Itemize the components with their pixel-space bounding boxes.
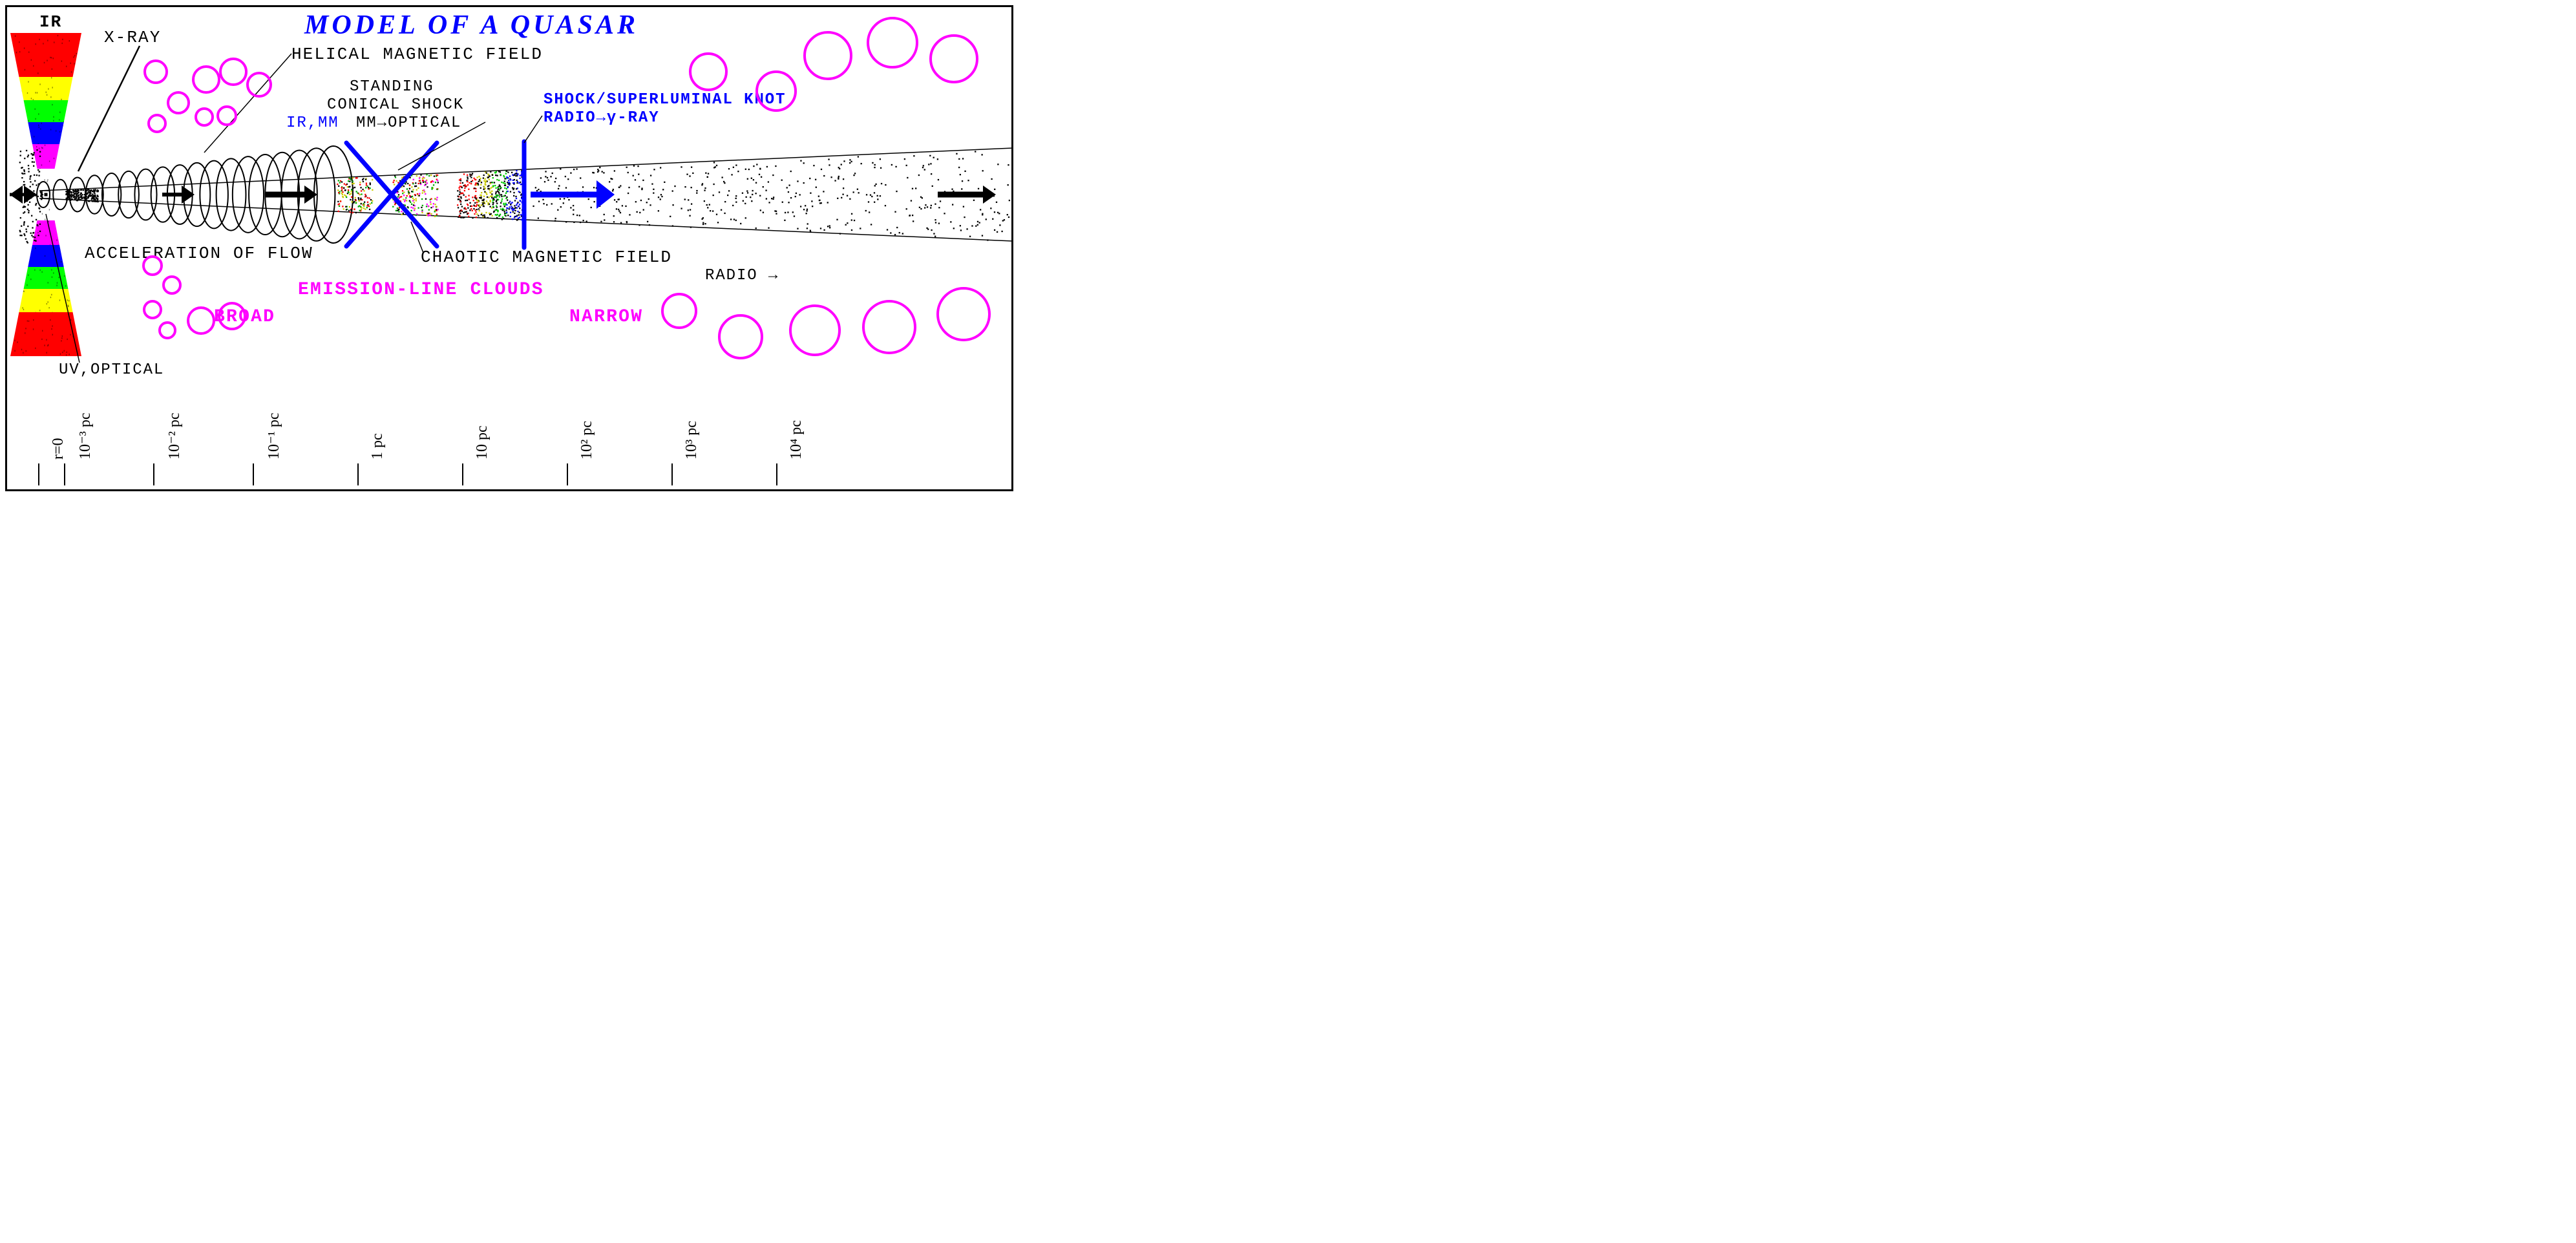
- cloud-broad-1: [167, 91, 190, 114]
- label-standing1: STANDING: [350, 78, 434, 96]
- label-xray: X-RAY: [104, 28, 161, 47]
- axis-label-8: 10⁴ pc: [788, 420, 805, 460]
- label-shock2: RADIO→γ-RAY: [544, 109, 660, 127]
- label-mmopt: MM→OPTICAL: [356, 114, 461, 132]
- cloud-broad-2: [147, 114, 167, 133]
- axis-tick-6: [567, 463, 568, 485]
- cloud-narrow-7: [929, 34, 978, 83]
- axis-label-5: 10 pc: [474, 425, 491, 460]
- cloud-narrow-6: [867, 17, 918, 69]
- axis-tick-7: [671, 463, 673, 485]
- axis-label-7: 10³ pc: [683, 421, 701, 460]
- cloud-broad-13: [195, 107, 214, 127]
- cloud-broad-12: [246, 72, 272, 98]
- cloud-narrow-8: [862, 300, 916, 354]
- label-uvopt: UV,OPTICAL: [59, 361, 164, 379]
- cloud-narrow-2: [789, 304, 841, 356]
- axis-label-4: 1 pc: [369, 433, 386, 460]
- axis-tick-4: [357, 463, 359, 485]
- label-emclouds: EMISSION-LINE CLOUDS: [298, 280, 544, 300]
- quasar-diagram: MODEL OF A QUASAR IRX-RAYHELICAL MAGNETI…: [5, 5, 1013, 491]
- cloud-broad-7: [162, 275, 182, 295]
- axis-tick-1: [64, 463, 65, 485]
- cloud-broad-11: [218, 302, 246, 330]
- cloud-narrow-4: [755, 70, 797, 112]
- axis-label-0: r=0: [50, 438, 67, 460]
- label-narrow: NARROW: [569, 307, 643, 327]
- axis-label-1: 10⁻³ pc: [76, 412, 94, 460]
- label-standing2: CONICAL SHOCK: [327, 96, 464, 114]
- label-irmm: IR,MM: [286, 114, 339, 132]
- label-shock1: SHOCK/SUPERLUMINAL KNOT: [544, 91, 786, 109]
- cloud-broad-3: [192, 65, 220, 94]
- cloud-narrow-1: [718, 314, 763, 359]
- cloud-broad-0: [143, 59, 168, 84]
- axis-tick-2: [153, 463, 154, 485]
- cloud-narrow-9: [936, 287, 991, 341]
- axis-tick-0: [38, 463, 39, 485]
- label-accel: ACCELERATION OF FLOW: [85, 244, 313, 263]
- cloud-narrow-5: [803, 31, 852, 80]
- label-radio: RADIO →: [705, 267, 779, 284]
- axis-tick-3: [253, 463, 254, 485]
- label-ir: IR: [39, 12, 62, 32]
- axis-tick-5: [462, 463, 463, 485]
- cloud-narrow-3: [689, 52, 728, 91]
- cloud-narrow-0: [661, 293, 697, 329]
- cloud-broad-6: [142, 255, 163, 276]
- label-chaotic: CHAOTIC MAGNETIC FIELD: [421, 248, 672, 267]
- cloud-broad-9: [158, 321, 176, 339]
- cloud-broad-10: [187, 306, 215, 335]
- axis-label-3: 10⁻¹ pc: [264, 412, 283, 460]
- axis-label-2: 10⁻² pc: [165, 412, 184, 460]
- axis-tick-8: [776, 463, 777, 485]
- label-helical: HELICAL MAGNETIC FIELD: [291, 45, 543, 64]
- cloud-broad-4: [219, 58, 248, 86]
- axis-label-6: 10² pc: [578, 421, 596, 460]
- cloud-broad-8: [143, 300, 162, 319]
- cloud-broad-5: [216, 105, 237, 126]
